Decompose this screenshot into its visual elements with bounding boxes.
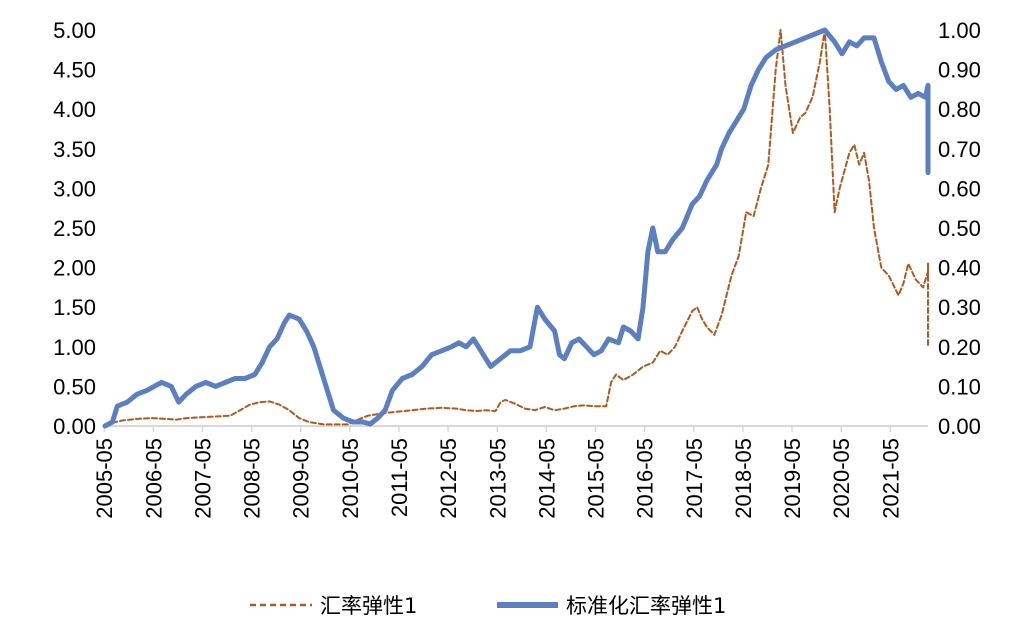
x-tick-label: 2008-05 <box>240 438 265 519</box>
left-y-tick-label: 2.00 <box>53 256 96 281</box>
right-y-tick-label: 0.90 <box>938 58 981 83</box>
x-tick-label: 2011-05 <box>387 438 412 517</box>
right-y-tick-label: 0.30 <box>938 295 981 320</box>
series-layer <box>102 27 931 429</box>
right-y-tick-label: 1.00 <box>938 18 981 43</box>
x-tick-label: 2021-05 <box>878 438 903 519</box>
right-y-tick-label: 0.70 <box>938 137 981 162</box>
legend-item-rate-elasticity: 汇率弹性1 <box>250 594 417 618</box>
x-tick-label: 2016-05 <box>633 438 658 519</box>
right-y-tick-label: 0.40 <box>938 256 981 281</box>
x-tick-label: 2012-05 <box>436 438 461 519</box>
right-y-tick-label: 0.50 <box>938 216 981 241</box>
left-y-tick-label: 1.50 <box>53 295 96 320</box>
right-y-tick-label: 0.10 <box>938 374 981 399</box>
right-y-tick-label: 0.60 <box>938 176 981 201</box>
x-tick-label: 2015-05 <box>584 438 609 519</box>
right-y-tick-label: 0.80 <box>938 97 981 122</box>
left-y-tick-label: 5.00 <box>53 18 96 43</box>
x-tick-label: 2013-05 <box>485 438 510 519</box>
legend: 汇率弹性1 标准化汇率弹性1 <box>250 594 726 618</box>
legend-label-rate-elasticity: 汇率弹性1 <box>320 594 417 618</box>
left-y-tick-label: 3.00 <box>53 176 96 201</box>
x-tick-label: 2010-05 <box>338 438 363 519</box>
left-y-tick-label: 1.00 <box>53 335 96 360</box>
left-y-tick-label: 2.50 <box>53 216 96 241</box>
series-line-normalized-rate-elasticity <box>102 27 931 429</box>
left-y-tick-label: 3.50 <box>53 137 96 162</box>
left-y-axis: 0.00 0.50 1.00 1.50 2.00 2.50 3.00 3.50 4.00 4.50… <box>53 18 96 439</box>
x-tick-label: 2018-05 <box>731 438 756 519</box>
right-y-tick-label: 0.00 <box>938 414 981 439</box>
right-y-tick-label: 0.20 <box>938 335 981 360</box>
x-tick-label: 2009-05 <box>289 438 314 519</box>
x-tick-label: 2019-05 <box>780 438 805 519</box>
x-tick-label: 2007-05 <box>190 438 215 519</box>
left-y-tick-label: 4.50 <box>53 58 96 83</box>
x-tick-label: 2005-05 <box>92 438 117 519</box>
legend-item-normalized-rate-elasticity: 标准化汇率弹性1 <box>497 594 726 618</box>
x-tick-label: 2014-05 <box>534 438 559 519</box>
x-axis: 2005-05 2006-05 2007-05 2008-05 2009-05 2010-… <box>92 426 903 519</box>
legend-label-normalized-rate-elasticity: 标准化汇率弹性1 <box>566 594 726 618</box>
right-y-axis: 0.00 0.10 0.20 0.30 0.40 0.50 0.60 0.70 0.80 0.90… <box>938 18 981 439</box>
left-y-tick-label: 4.00 <box>53 97 96 122</box>
left-y-tick-label: 0.50 <box>53 374 96 399</box>
x-tick-label: 2017-05 <box>682 438 707 519</box>
series-line-rate-elasticity <box>104 29 929 427</box>
x-tick-label: 2020-05 <box>829 438 854 519</box>
left-y-tick-label: 0.00 <box>53 414 96 439</box>
x-tick-label: 2006-05 <box>141 438 166 519</box>
